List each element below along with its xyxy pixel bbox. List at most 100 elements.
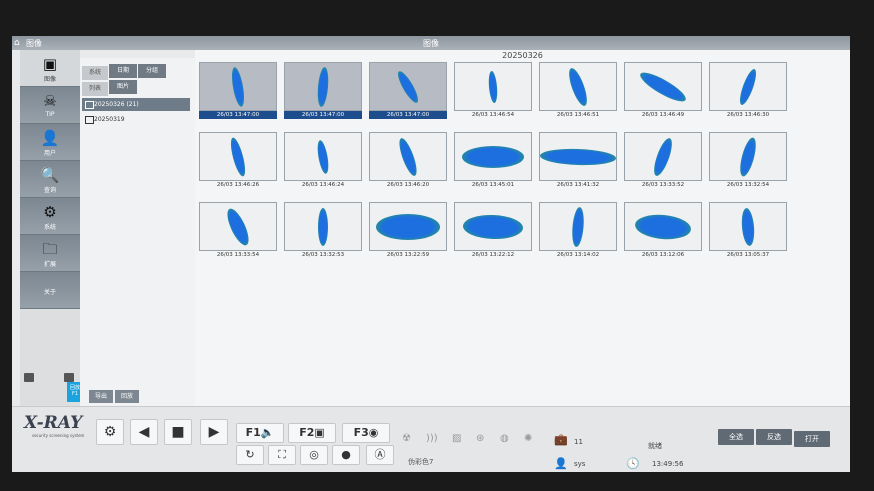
folder-item[interactable]: 20250319 — [82, 113, 190, 126]
image-status-icon: ▨ — [452, 433, 462, 444]
rotate-button[interactable]: ↻ — [236, 445, 264, 465]
thumbnail[interactable]: 26/03 13:46:26 — [199, 132, 277, 190]
back-icon[interactable] — [24, 373, 34, 382]
bottom-toolbar: X-RAY security screening system ⚙ ◀ ■ ▶ … — [12, 406, 850, 472]
xray-image — [709, 132, 787, 181]
sidebar-item-tip[interactable]: ☠ TIP — [20, 87, 80, 124]
image-icon: ▣ — [42, 55, 58, 73]
thumbnail[interactable]: 26/03 13:46:30 — [709, 62, 787, 120]
scan-object — [736, 66, 760, 107]
thumbnail[interactable]: 26/03 13:41:32 — [539, 132, 617, 190]
sidebar-item-user[interactable]: 👤 用户 — [20, 124, 80, 161]
thumbnail[interactable]: 26/03 13:45:01 — [454, 132, 532, 190]
thumbnail[interactable]: 26/03 13:47:00 — [369, 62, 447, 120]
xray-image — [199, 132, 277, 181]
thumbnail[interactable]: 26/03 13:33:54 — [199, 202, 277, 260]
export-button[interactable]: 导出 — [89, 390, 113, 403]
thumbnail-timestamp: 26/03 13:14:02 — [556, 252, 600, 258]
sen-icon: ◉ — [368, 426, 379, 439]
scan-object — [394, 68, 422, 105]
thumbnail-timestamp: 26/03 13:46:51 — [556, 112, 600, 118]
previous-button[interactable]: ◀ — [130, 419, 158, 445]
triangle-left-icon: ◀ — [138, 424, 150, 440]
scan-object — [634, 212, 692, 241]
thumbnail-timestamp: 26/03 13:12:06 — [641, 252, 685, 258]
tab-list[interactable]: 列表 — [82, 82, 108, 96]
sidebar-item-search[interactable]: 🔍 查询 — [20, 161, 80, 198]
fit-button[interactable]: ⛶ — [268, 445, 296, 465]
thumbnail[interactable]: 26/03 13:47:00 — [284, 62, 362, 120]
status-icon-3: ⊛ — [476, 433, 485, 444]
select-all-button[interactable]: 全选 — [718, 429, 754, 445]
thumbnail[interactable]: 26/03 13:46:24 — [284, 132, 362, 190]
sidebar-item-extend[interactable]: 🗀 扩展 — [20, 235, 80, 272]
playback-button[interactable]: 回放 — [115, 390, 139, 403]
playback-f1-button[interactable]: 回放 F1 — [67, 382, 83, 402]
thumbnail[interactable]: 26/03 13:46:20 — [369, 132, 447, 190]
screenshot-icon: ▣ — [314, 426, 325, 439]
xray-image — [284, 62, 362, 111]
thumbnail[interactable]: 26/03 13:46:51 — [539, 62, 617, 120]
auto-button[interactable]: Ⓐ — [366, 445, 394, 465]
f2-button[interactable]: F2▣ — [288, 423, 336, 443]
sidebar-item-label: 查询 — [43, 187, 56, 194]
stop-button[interactable]: ■ — [164, 419, 192, 445]
tab-group[interactable]: 分组 — [138, 64, 166, 78]
sidebar-item-image[interactable]: ▣ 图像 — [20, 50, 80, 87]
thumbnail[interactable]: 26/03 13:33:52 — [624, 132, 702, 190]
scan-object — [565, 65, 591, 108]
thumbnail-timestamp: 26/03 13:46:54 — [471, 112, 515, 118]
scan-object — [650, 135, 676, 178]
thumbnail[interactable]: 26/03 13:46:49 — [624, 62, 702, 120]
locate-button[interactable]: ◎ — [300, 445, 328, 465]
thumbnail[interactable]: 26/03 13:12:06 — [624, 202, 702, 260]
thumbnail[interactable]: 26/03 13:22:12 — [454, 202, 532, 260]
briefcase-icon: 💼 — [554, 433, 568, 446]
thumbnail-timestamp: 26/03 13:47:00 — [199, 111, 277, 119]
tab-date[interactable]: 日期 — [109, 64, 137, 78]
scan-object — [487, 70, 499, 103]
thumbnail[interactable]: 26/03 13:47:00 — [199, 62, 277, 120]
scan-object — [540, 147, 616, 166]
thumbnail[interactable]: 26/03 13:32:53 — [284, 202, 362, 260]
thumbnail[interactable]: 26/03 13:22:59 — [369, 202, 447, 260]
f3-button[interactable]: F3◉ — [342, 423, 390, 443]
tab-system[interactable]: 系统 — [82, 66, 108, 80]
user-icon: 👤 — [40, 129, 60, 147]
xray-image — [199, 62, 277, 111]
f1-button[interactable]: F1🔈 — [236, 423, 284, 443]
scan-object — [636, 67, 690, 106]
xray-image — [709, 202, 787, 251]
bag-count: 11 — [574, 438, 583, 446]
settings-button[interactable]: ⚙ — [96, 419, 124, 445]
thumbnail[interactable]: 26/03 13:05:37 — [709, 202, 787, 260]
next-button[interactable]: ▶ — [200, 419, 228, 445]
keyboard-icon[interactable] — [64, 373, 74, 382]
clock-time: 13:49:56 — [652, 460, 684, 468]
skull-icon: ☠ — [43, 92, 57, 110]
clock-icon: 🕓 — [626, 457, 640, 470]
folder-item[interactable]: 20250326 (21) — [82, 98, 190, 111]
scan-object — [462, 145, 524, 168]
invert-selection-button[interactable]: 反选 — [756, 429, 792, 445]
xray-image — [199, 202, 277, 251]
signal-icon: ))) — [426, 433, 438, 444]
home-icon[interactable]: ⌂ — [14, 38, 20, 48]
xray-image — [284, 132, 362, 181]
sidebar: ▣ 图像 ☠ TIP 👤 用户 🔍 查询 ⚙ 系统 🗀 扩展 关于 — [20, 50, 80, 408]
sidebar-item-about[interactable]: 关于 — [20, 272, 80, 309]
tab-picture[interactable]: 图片 — [109, 80, 137, 94]
title-bar: ⌂ 图像 图像 — [12, 36, 850, 50]
thumbnail[interactable]: 26/03 13:46:54 — [454, 62, 532, 120]
thumbnail[interactable]: 26/03 13:14:02 — [539, 202, 617, 260]
open-button[interactable]: 打开 — [794, 431, 830, 447]
app-name: 图像 — [26, 39, 42, 48]
alarm-light-icon: ✺ — [524, 433, 533, 444]
organic-button[interactable]: ● — [332, 445, 360, 465]
color-mode: 伪彩色7 — [408, 458, 434, 466]
thumbnail-timestamp: 26/03 13:32:53 — [301, 252, 345, 258]
thumbnail[interactable]: 26/03 13:32:54 — [709, 132, 787, 190]
status-icon-4: ◍ — [500, 433, 509, 444]
sidebar-item-system[interactable]: ⚙ 系统 — [20, 198, 80, 235]
sidebar-item-label: 用户 — [43, 150, 56, 157]
